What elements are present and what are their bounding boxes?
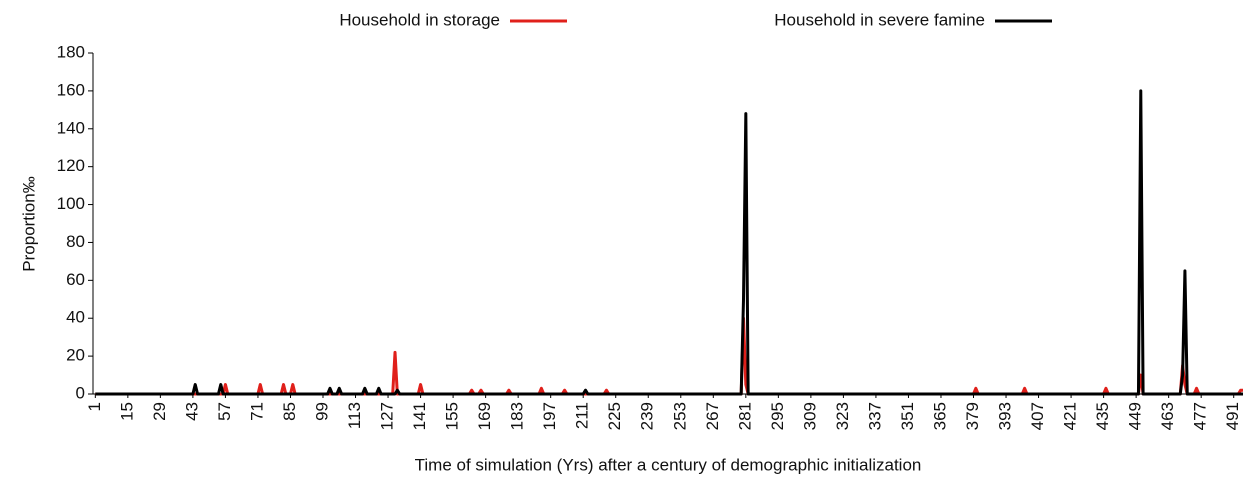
x-tick-label: 351 bbox=[898, 402, 917, 430]
y-tick-label: 20 bbox=[66, 346, 85, 365]
y-tick-label: 80 bbox=[66, 232, 85, 251]
x-tick-label: 379 bbox=[963, 402, 982, 430]
series-line bbox=[95, 316, 1243, 396]
x-tick-label: 337 bbox=[865, 402, 884, 430]
series-line bbox=[95, 89, 1243, 396]
x-tick-label: 323 bbox=[833, 402, 852, 430]
x-tick-label: 253 bbox=[670, 402, 689, 430]
x-tick-label: 211 bbox=[573, 402, 592, 429]
x-tick-label: 1 bbox=[85, 402, 104, 411]
y-tick-label: 100 bbox=[57, 194, 85, 213]
x-tick-label: 295 bbox=[768, 402, 787, 430]
x-tick-label: 197 bbox=[540, 402, 559, 430]
legend-label: Household in storage bbox=[339, 10, 500, 29]
x-tick-label: 71 bbox=[247, 402, 266, 421]
y-axis-label: Proportion‰ bbox=[19, 176, 38, 271]
y-tick-label: 180 bbox=[57, 42, 85, 61]
x-tick-label: 85 bbox=[280, 402, 299, 421]
x-tick-label: 281 bbox=[735, 402, 754, 430]
x-tick-label: 15 bbox=[117, 402, 136, 421]
x-tick-label: 141 bbox=[410, 402, 429, 430]
y-tick-label: 60 bbox=[66, 270, 85, 289]
y-tick-label: 160 bbox=[57, 80, 85, 99]
x-tick-label: 435 bbox=[1093, 402, 1112, 430]
x-tick-label: 449 bbox=[1126, 402, 1145, 430]
x-tick-label: 477 bbox=[1191, 402, 1210, 430]
x-tick-label: 183 bbox=[508, 402, 527, 430]
x-tick-label: 225 bbox=[605, 402, 624, 430]
x-tick-label: 57 bbox=[215, 402, 234, 421]
x-tick-label: 29 bbox=[150, 402, 169, 421]
legend-label: Household in severe famine bbox=[774, 10, 985, 29]
x-tick-label: 421 bbox=[1061, 402, 1080, 430]
x-tick-label: 169 bbox=[475, 402, 494, 430]
x-tick-label: 463 bbox=[1158, 402, 1177, 430]
x-tick-label: 309 bbox=[800, 402, 819, 430]
y-tick-label: 140 bbox=[57, 118, 85, 137]
x-tick-label: 393 bbox=[996, 402, 1015, 430]
x-tick-label: 365 bbox=[930, 402, 949, 430]
x-tick-label: 127 bbox=[378, 402, 397, 430]
y-tick-label: 0 bbox=[76, 383, 85, 402]
x-tick-label: 267 bbox=[703, 402, 722, 430]
x-tick-label: 155 bbox=[443, 402, 462, 430]
x-tick-label: 491 bbox=[1223, 402, 1242, 430]
x-axis-label: Time of simulation (Yrs) after a century… bbox=[415, 455, 922, 474]
x-tick-label: 407 bbox=[1028, 402, 1047, 430]
y-tick-label: 120 bbox=[57, 156, 85, 175]
x-tick-label: 99 bbox=[312, 402, 331, 421]
x-tick-label: 113 bbox=[345, 402, 364, 429]
y-tick-label: 40 bbox=[66, 308, 85, 327]
x-tick-label: 43 bbox=[182, 402, 201, 421]
x-tick-label: 239 bbox=[638, 402, 657, 430]
